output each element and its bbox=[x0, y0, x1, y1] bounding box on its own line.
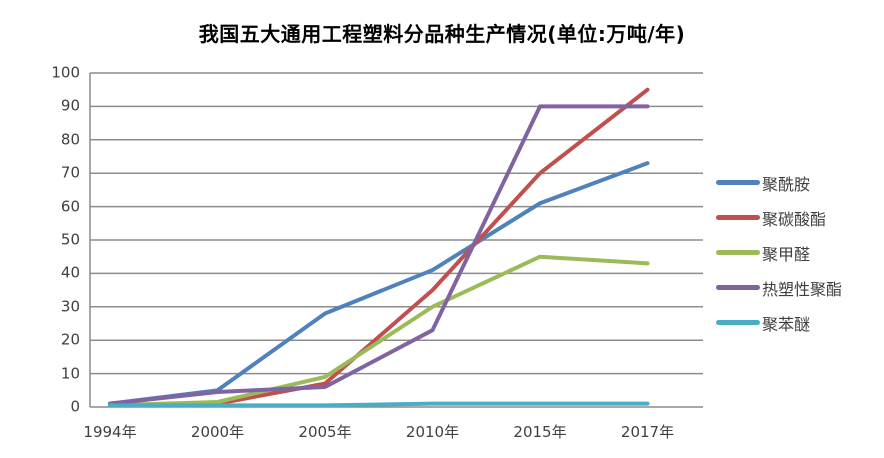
y-tick-label: 70 bbox=[60, 163, 80, 182]
y-tick-label: 40 bbox=[60, 264, 80, 283]
series-line-thermoplastic-polyester bbox=[108, 104, 650, 406]
chart-title: 我国五大通用工程塑料分品种生产情况(单位:万吨/年) bbox=[198, 22, 686, 46]
legend-label: 聚酰胺 bbox=[762, 174, 811, 194]
legend-item-polycarbonate: 聚碳酸酯 bbox=[716, 200, 842, 235]
y-tick-label: 20 bbox=[60, 330, 80, 349]
legend-item-polyphenylene-ether: 聚苯醚 bbox=[716, 305, 842, 340]
legend-label: 聚碳酸酯 bbox=[762, 209, 827, 229]
y-tick-label: 80 bbox=[60, 130, 80, 149]
legend-item-polyoxymethylene: 聚甲醛 bbox=[716, 235, 842, 270]
legend: 聚酰胺聚碳酸酯聚甲醛热塑性聚酯聚苯醚 bbox=[716, 165, 842, 340]
legend-line-swatch bbox=[716, 250, 760, 255]
legend-item-thermoplastic-polyester: 热塑性聚酯 bbox=[716, 270, 842, 305]
y-tick-label: 90 bbox=[60, 97, 80, 116]
legend-line-swatch bbox=[716, 285, 760, 290]
y-tick-label: 30 bbox=[60, 297, 80, 316]
legend-item-polyamide: 聚酰胺 bbox=[716, 165, 842, 200]
series-line-polyoxymethylene bbox=[108, 254, 650, 408]
y-tick-label: 0 bbox=[70, 397, 80, 416]
legend-line-swatch bbox=[716, 320, 760, 325]
x-tick-label: 2015年 bbox=[513, 423, 567, 441]
x-tick-label: 2005年 bbox=[298, 423, 352, 441]
series-line-polyphenylene-ether bbox=[108, 401, 650, 408]
legend-line-swatch bbox=[716, 215, 760, 220]
x-tick-label: 2000年 bbox=[190, 423, 245, 441]
legend-line-swatch bbox=[716, 180, 760, 185]
legend-label: 热塑性聚酯 bbox=[762, 279, 843, 299]
legend-label: 聚甲醛 bbox=[762, 244, 811, 264]
series-line-polyamide bbox=[108, 161, 650, 406]
y-tick-label: 50 bbox=[60, 230, 80, 249]
x-tick-label: 2010年 bbox=[405, 423, 460, 441]
y-tick-label: 10 bbox=[60, 364, 80, 383]
y-tick-label: 60 bbox=[60, 197, 80, 216]
x-tick-label: 2017年 bbox=[620, 423, 675, 441]
legend-label: 聚苯醚 bbox=[762, 314, 811, 334]
y-tick-label: 100 bbox=[51, 63, 80, 82]
x-tick-label: 1994年 bbox=[83, 423, 137, 441]
